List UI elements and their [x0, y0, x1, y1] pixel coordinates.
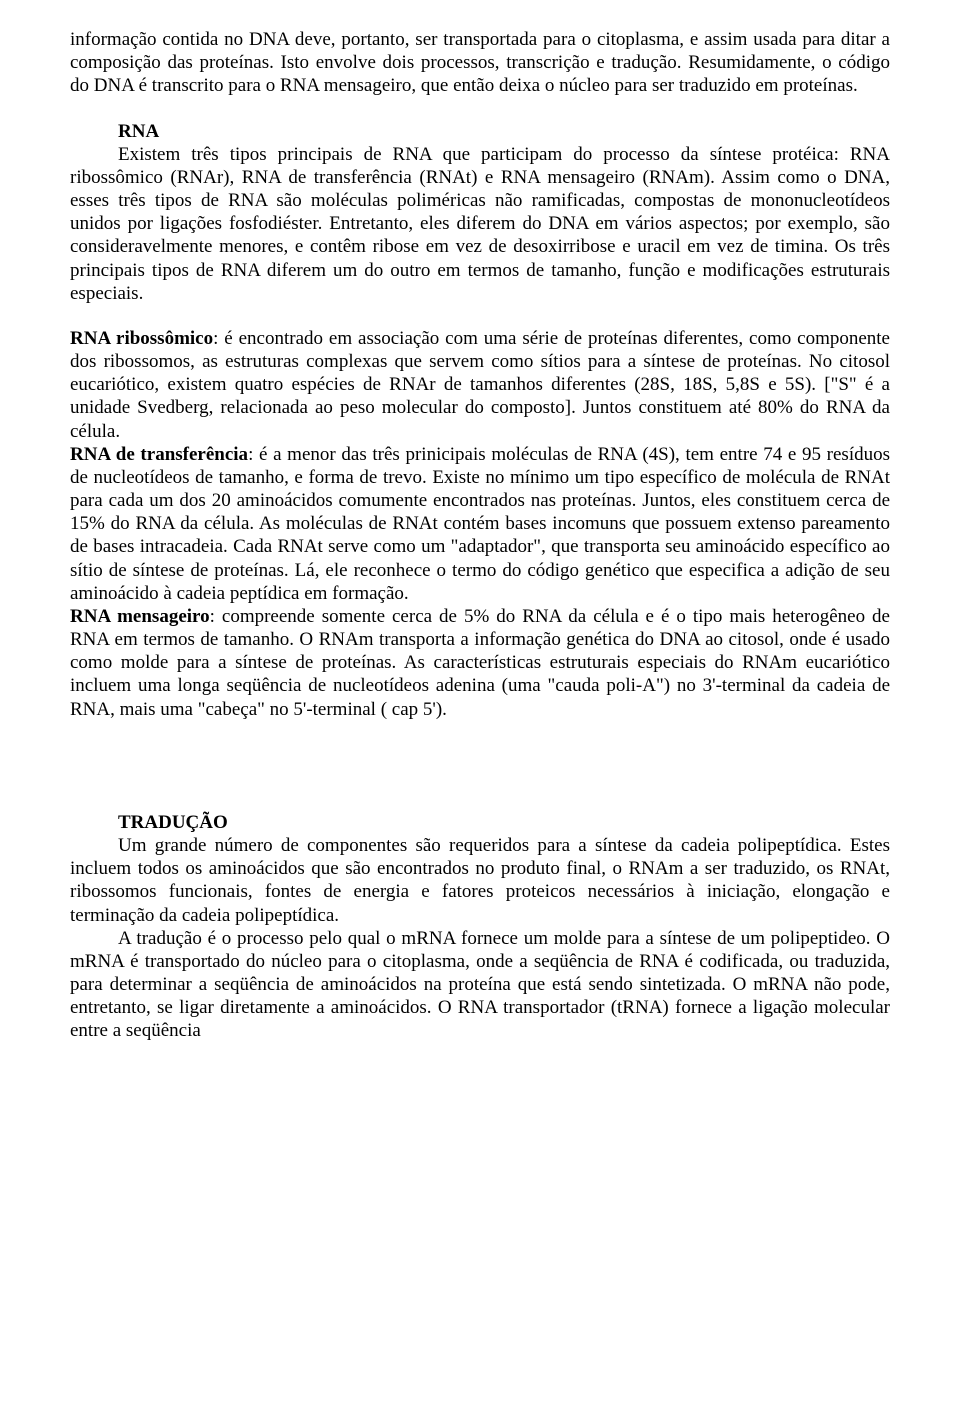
intro-paragraph: informação contida no DNA deve, portanto… — [70, 28, 890, 98]
rna-ribossomico-label: RNA ribossômico — [70, 328, 213, 349]
rna-transferencia-label: RNA de transferência — [70, 444, 248, 465]
traducao-heading: TRADUÇÃO — [118, 812, 228, 833]
traducao-p2: A tradução é o processo pelo qual o mRNA… — [70, 927, 890, 1043]
rna-transferencia-body: : é a menor das três prinicipais molécul… — [70, 444, 890, 604]
rna-heading: RNA — [118, 121, 159, 142]
traducao-p1: Um grande número de componentes são requ… — [70, 834, 890, 927]
rna-body: Existem três tipos principais de RNA que… — [70, 143, 890, 305]
document-page: informação contida no DNA deve, portanto… — [0, 0, 960, 1071]
rna-section: RNA Existem três tipos principais de RNA… — [70, 120, 890, 305]
rna-mensageiro-label: RNA mensageiro — [70, 606, 210, 627]
traducao-section: TRADUÇÃO Um grande número de componentes… — [70, 811, 890, 1043]
rna-types-block: RNA ribossômico: é encontrado em associa… — [70, 327, 890, 721]
